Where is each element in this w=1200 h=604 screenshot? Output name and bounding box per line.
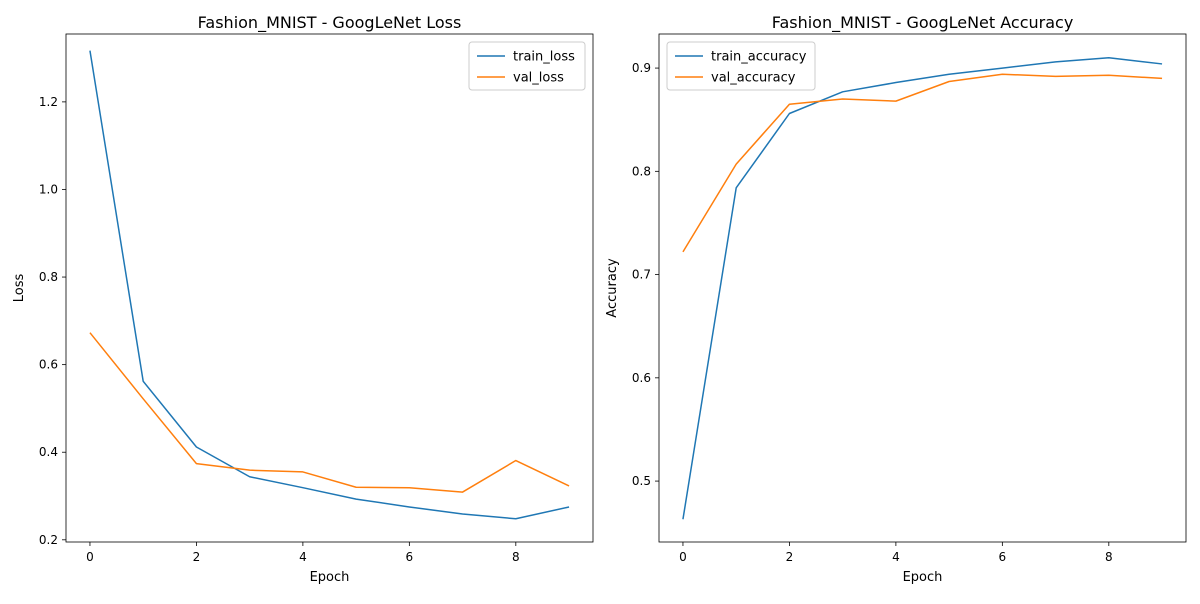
chart-1: 0 2 4 6 8 0.5 0.6 0.7 0.8 0.9 Fashion_MNIST - Goog… [605,13,1187,585]
y-tick-label: 0.8 [632,164,651,178]
y-tick-label: 0.5 [632,474,651,488]
x-tick-label: 8 [512,550,520,564]
x-axis-label: Epoch [903,570,943,585]
x-tick-label: 2 [786,550,794,564]
y-tick-label: 0.8 [39,270,58,284]
series-line-val_accuracy [682,73,1163,253]
y-axis-label: Accuracy [605,258,620,318]
y-tick-label: 0.2 [39,533,58,547]
chart-0: 0 2 4 6 8 0.2 0.4 0.6 0.8 1.0 1.2 Fashion_MNIST - G… [12,13,594,585]
series-line-train_loss [89,50,570,520]
x-tick-label: 6 [999,550,1007,564]
plot-frame [65,33,594,543]
y-tick-label: 1.0 [39,182,58,196]
legend: train_accuracy val_accuracy [666,41,816,91]
y-tick-label: 0.7 [632,268,651,282]
legend-label-val_loss: val_loss [513,71,564,86]
chart-title: Fashion_MNIST - GoogLeNet Loss [198,13,462,33]
y-axis-label: Loss [12,274,27,303]
chart-title: Fashion_MNIST - GoogLeNet Accuracy [772,13,1074,33]
x-tick-label: 0 [679,550,687,564]
plot-frame [658,33,1187,543]
y-tick-label: 0.9 [632,61,651,75]
x-tick-label: 2 [193,550,201,564]
x-tick-label: 0 [86,550,94,564]
x-tick-label: 8 [1105,550,1113,564]
x-tick-label: 4 [892,550,900,564]
y-tick-label: 1.2 [39,95,58,109]
series-line-val_loss [89,332,570,493]
y-tick-label: 0.4 [39,445,58,459]
x-tick-label: 4 [299,550,307,564]
x-axis-label: Epoch [310,570,350,585]
series-line-train_accuracy [682,57,1163,520]
legend-label-train_loss: train_loss [513,50,575,65]
x-tick-label: 6 [406,550,414,564]
legend-box [666,41,816,91]
y-tick-label: 0.6 [39,358,58,372]
legend-label-train_accuracy: train_accuracy [711,50,807,65]
y-tick-label: 0.6 [632,371,651,385]
legend-box [468,41,586,91]
legend-label-val_accuracy: val_accuracy [711,71,796,86]
legend: train_loss val_loss [468,41,586,91]
